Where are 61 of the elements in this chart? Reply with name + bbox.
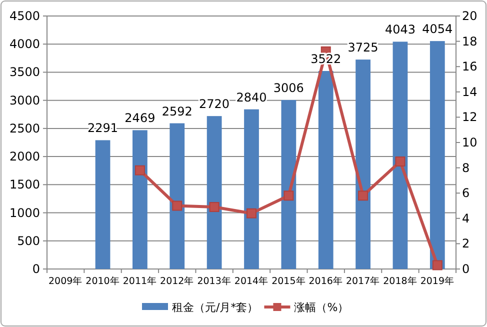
- point: [209, 202, 220, 212]
- bar: [95, 140, 110, 269]
- y2-tick-label: 6: [462, 186, 470, 200]
- y2-tick-label: 10: [462, 136, 478, 150]
- data-label: 3725: [348, 40, 378, 55]
- data-label: 2840: [236, 90, 267, 104]
- data-label: 4054: [422, 22, 453, 36]
- data-label: 2469: [124, 111, 156, 126]
- y-tick-label: 2500: [9, 121, 40, 136]
- y2-tick-label: 12: [462, 110, 478, 124]
- x-tick-label: 2016年: [308, 275, 343, 287]
- y2-tick-label: 14: [462, 84, 478, 99]
- y2-tick-label: 0: [462, 262, 470, 276]
- point: [358, 190, 368, 201]
- bar: [244, 109, 259, 269]
- bar: [392, 42, 408, 269]
- y2-tick-label: 16: [462, 60, 478, 74]
- y2-tick-label: 18: [462, 34, 478, 48]
- y-tick-label: 4500: [9, 9, 40, 23]
- y-tick-label: 3500: [9, 65, 40, 80]
- y-tick-label: 0: [32, 262, 40, 276]
- x-tick-label: 2011年: [122, 275, 158, 287]
- bar: [132, 130, 148, 269]
- x-tick-label: 2018年: [383, 275, 418, 287]
- x-tick-label: 2014年: [234, 275, 269, 287]
- data-label: 2720: [199, 97, 230, 112]
- y2-tick-label: 20: [462, 9, 478, 23]
- y2-tick-label: 4: [462, 211, 470, 226]
- point: [432, 260, 442, 270]
- x-tick-label: 2010年: [86, 275, 120, 287]
- x-tick-label: 2017年: [346, 275, 380, 287]
- y-tick-label: 2000: [9, 150, 40, 164]
- point: [134, 165, 145, 176]
- y-tick-label: 1500: [9, 178, 40, 192]
- bar: [430, 41, 445, 269]
- x-tick-label: 2013年: [197, 275, 232, 287]
- y-tick-label: 500: [17, 234, 40, 248]
- bar: [318, 70, 334, 269]
- legend-label: 租金（元/月*套）: [172, 301, 258, 314]
- bar: [356, 60, 370, 269]
- x-tick-label: 2009年: [48, 275, 83, 287]
- x-tick-label: 2012年: [160, 275, 194, 287]
- y-tick-label: 1000: [9, 206, 40, 220]
- point: [246, 208, 256, 218]
- data-label: 2291: [88, 121, 118, 136]
- bar: [281, 100, 296, 269]
- point: [395, 156, 406, 166]
- x-tick-label: 2015年: [272, 275, 306, 287]
- point: [284, 190, 294, 201]
- y2-tick-label: 2: [462, 236, 470, 251]
- data-label: 3006: [273, 80, 304, 95]
- data-label: 2592: [162, 104, 192, 118]
- data-label: 4043: [384, 22, 416, 37]
- bar: [206, 116, 222, 269]
- y-tick-label: 4000: [9, 37, 40, 52]
- legend-label: 涨幅（%）: [294, 301, 349, 314]
- x-tick-label: 2019年: [420, 275, 455, 287]
- bar: [170, 123, 185, 269]
- point: [172, 200, 182, 211]
- y2-tick-label: 8: [462, 160, 470, 175]
- y-tick-label: 3000: [9, 93, 40, 108]
